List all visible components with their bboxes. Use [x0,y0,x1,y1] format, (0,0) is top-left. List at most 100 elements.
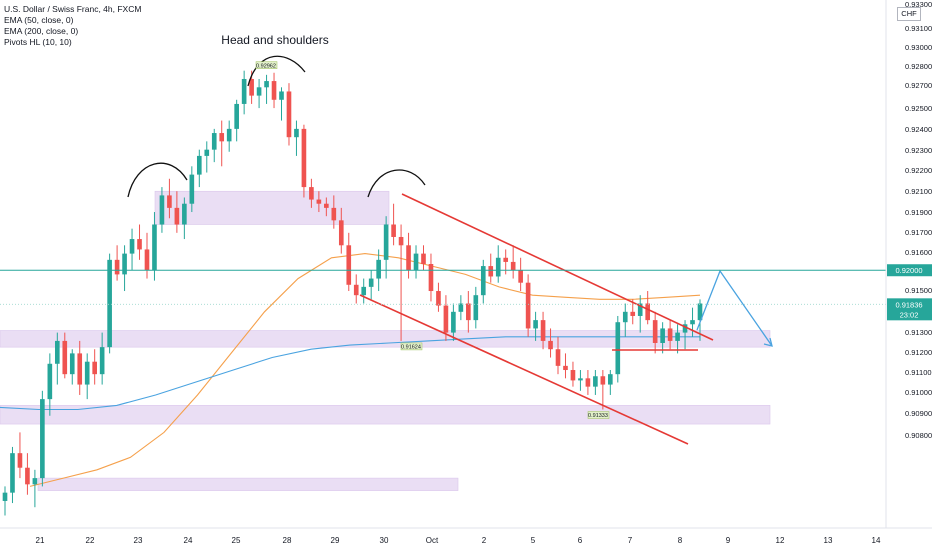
candle-body-60 [451,311,456,333]
projection-arrowhead [763,337,773,347]
pivot-label-1: 0.91624 [401,345,421,351]
indicator-ema200[interactable]: EMA (200, close, 0) [4,26,79,36]
time-tick-6: 29 [331,536,340,545]
time-tick-8: Oct [426,536,439,545]
symbol-title[interactable]: U.S. Dollar / Swiss Franc, 4h, FXCM [4,4,142,14]
candle-body-62 [466,303,471,321]
candle-body-17 [129,239,135,254]
candle-body-55 [413,253,419,271]
indicator-pivots[interactable]: Pivots HL (10, 10) [4,37,72,47]
zone-3 [37,477,459,491]
candle-body-16 [122,253,127,275]
price-tick-7: 0.92300 [905,146,932,155]
time-tick-16: 13 [824,536,833,545]
left-shoulder-arc [127,162,188,198]
pivot-label-0: 0.92962 [256,63,276,69]
candle-body-50 [376,259,381,279]
time-tick-7: 30 [380,536,389,545]
price-tick-12: 0.91600 [905,248,932,257]
price-tick-13: 0.91500 [905,286,932,295]
time-tick-1: 22 [86,536,95,545]
candle-body-65 [488,266,494,277]
time-tick-4: 25 [232,536,241,545]
ema200-line [0,336,700,411]
candle-body-78 [585,378,591,387]
candle-body-58 [436,291,441,306]
price-tick-1: 0.93100 [905,24,932,33]
last-price-label-box [887,298,932,321]
candle-body-27 [204,149,210,156]
candle-body-28 [211,133,217,150]
currency-badge[interactable]: CHF [897,7,921,21]
candle-body-39 [294,128,299,138]
moving-averages [0,253,701,487]
candle-body-31 [234,103,239,129]
candle-body-7 [54,340,60,364]
candle-body-67 [503,257,509,262]
candle-body-86 [645,303,651,321]
candle-body-26 [196,155,202,175]
candle-body-1 [10,453,15,493]
pivot-label-box-2 [587,411,610,419]
candle-body-57 [428,264,434,292]
time-tick-11: 6 [578,536,583,545]
candle-body-21 [159,195,165,225]
time-tick-17: 14 [872,536,881,545]
price-tick-17: 0.91100 [905,368,932,377]
price-tick-8: 0.92200 [905,166,932,175]
candle-body-84 [630,311,636,316]
candle-body-47 [353,284,359,296]
candle-body-45 [338,220,344,246]
candle-body-15 [114,259,120,275]
candle-body-76 [570,370,576,381]
price-tick-6: 0.92400 [905,125,932,134]
support-resistance-zones [0,190,771,491]
channel-lower-line [359,294,689,445]
candles [2,70,703,516]
candle-body-52 [391,224,396,237]
key-level-label-box [887,264,932,277]
candle-body-54 [406,245,411,271]
candle-body-63 [473,295,479,321]
candle-body-30 [226,128,232,142]
candle-body-10 [77,353,83,385]
candle-body-8 [62,340,68,375]
candle-body-93 [697,303,703,321]
price-tick-20: 0.90800 [905,431,932,440]
candle-body-82 [615,322,621,375]
pivot-label-box-0 [255,61,278,69]
candle-body-36 [271,81,277,100]
candle-body-81 [608,374,613,385]
candle-body-18 [137,239,142,250]
pivot-label-box-1 [400,342,423,351]
price-tick-10: 0.91900 [905,208,932,217]
head-arc [247,55,306,87]
time-tick-9: 2 [482,536,487,545]
time-tick-15: 12 [776,536,785,545]
candle-body-53 [398,236,404,246]
candle-body-19 [144,249,150,271]
candle-body-12 [92,361,97,375]
candle-body-61 [458,303,464,312]
candle-body-66 [495,257,501,277]
indicator-ema50[interactable]: EMA (50, close, 0) [4,15,74,25]
candle-body-41 [309,187,314,200]
countdown-label: 23:02 [900,310,919,319]
candle-body-91 [682,324,688,333]
candle-body-33 [249,78,254,96]
last-price-label: 0.91836 [895,300,922,309]
candle-body-64 [480,266,486,296]
price-tick-18: 0.91000 [905,388,932,397]
candle-body-20 [152,224,157,271]
candle-body-71 [533,320,538,329]
time-tick-10: 5 [531,536,536,545]
candle-body-13 [99,347,105,375]
candle-body-44 [331,207,337,221]
pattern-title: Head and shoulders [221,33,328,47]
candle-body-22 [167,195,172,208]
price-tick-11: 0.91700 [905,228,932,237]
candle-body-72 [540,320,546,341]
